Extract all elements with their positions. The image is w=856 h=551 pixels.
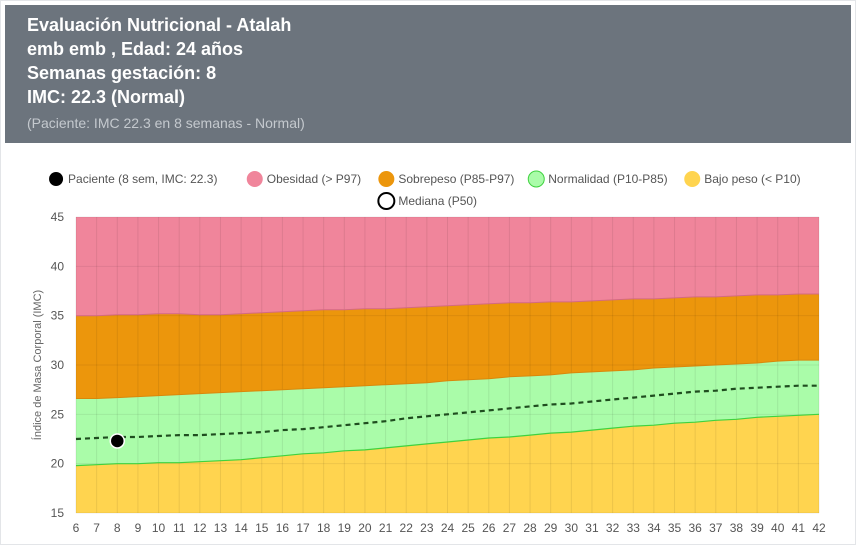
x-tick-label: 14 bbox=[234, 521, 248, 535]
legend-marker-paciente bbox=[49, 172, 64, 186]
p97-line bbox=[76, 293, 819, 317]
x-tick-label: 38 bbox=[730, 521, 744, 535]
x-tick-label: 32 bbox=[606, 521, 620, 535]
sobrepeso-band bbox=[76, 294, 819, 399]
legend-item-normalidad: Normalidad (P10-P85) bbox=[527, 170, 668, 188]
x-tick-label: 8 bbox=[114, 521, 121, 535]
evaluation-header: Evaluación Nutricional - Atalah emb emb … bbox=[5, 5, 851, 143]
patient-summary: (Paciente: IMC 22.3 en 8 semanas - Norma… bbox=[27, 115, 305, 131]
x-tick-label: 42 bbox=[812, 521, 826, 535]
legend-label-paciente: Paciente (8 sem, IMC: 22.3) bbox=[68, 172, 217, 186]
y-tick-label: 15 bbox=[51, 506, 65, 520]
y-tick-label: 20 bbox=[51, 457, 65, 471]
y-tick-label: 30 bbox=[51, 358, 65, 372]
legend-item-bajo_peso: Bajo peso (< P10) bbox=[684, 171, 801, 187]
legend-marker-sobrepeso bbox=[378, 171, 395, 187]
y-tick-label: 40 bbox=[51, 259, 65, 273]
axes: 15 20 25 30 35 40 45 6 7 8 9 10 11 12 13 14 15 16 17 18 19 20… bbox=[31, 210, 826, 535]
legend-item-mediana: Mediana (P50) bbox=[377, 192, 477, 210]
x-tick-label: 22 bbox=[400, 521, 414, 535]
x-tick-label: 16 bbox=[276, 521, 290, 535]
x-tick-label: 23 bbox=[420, 521, 434, 535]
x-tick-label: 7 bbox=[93, 521, 100, 535]
y-tick-label: 35 bbox=[51, 309, 65, 323]
legend-label-obesidad: Obesidad (> P97) bbox=[267, 172, 361, 186]
x-tick-label: 30 bbox=[565, 521, 579, 535]
legend-label-sobrepeso: Sobrepeso (P85-P97) bbox=[398, 172, 514, 186]
gestation-weeks: Semanas gestación: 8 bbox=[27, 63, 217, 83]
p10-line bbox=[75, 413, 820, 467]
percentile-lines bbox=[75, 293, 820, 467]
legend-marker-obesidad bbox=[246, 171, 263, 187]
x-tick-label: 11 bbox=[173, 521, 186, 535]
x-tick-label: 35 bbox=[668, 521, 682, 535]
legend-label-bajo_peso: Bajo peso (< P10) bbox=[704, 172, 800, 186]
legend-marker-normalidad bbox=[527, 170, 545, 188]
chart-legend: Paciente (8 sem, IMC: 22.3) Obesidad (> P… bbox=[49, 170, 801, 210]
patient-point bbox=[109, 433, 126, 449]
x-tick-label: 36 bbox=[688, 521, 702, 535]
atalah-chart: 15 20 25 30 35 40 45 6 7 8 9 10 11 12 13 14 15 16 17 18 19 20… bbox=[31, 170, 826, 535]
x-tick-label: 34 bbox=[647, 521, 661, 535]
x-tick-label: 12 bbox=[193, 521, 207, 535]
x-tick-label: 33 bbox=[627, 521, 641, 535]
x-tick-label: 19 bbox=[338, 521, 352, 535]
bmi-status: IMC: 22.3 (Normal) bbox=[27, 87, 186, 107]
y-axis-label: Índice de Masa Corporal (IMC) bbox=[31, 290, 44, 440]
x-tick-label: 27 bbox=[503, 521, 517, 535]
x-tick-label: 24 bbox=[441, 521, 455, 535]
x-tick-label: 40 bbox=[771, 521, 785, 535]
legend-label-mediana: Mediana (P50) bbox=[398, 194, 477, 208]
x-tick-label: 9 bbox=[135, 521, 142, 535]
x-tick-label: 41 bbox=[792, 521, 806, 535]
median-line bbox=[75, 384, 819, 441]
patient-info: emb emb , Edad: 24 años bbox=[27, 39, 244, 59]
y-tick-label: 25 bbox=[51, 407, 65, 421]
x-tick-label: 20 bbox=[358, 521, 372, 535]
evaluation-title: Evaluación Nutricional - Atalah bbox=[27, 15, 292, 35]
x-tick-label: 21 bbox=[379, 521, 393, 535]
x-tick-label: 29 bbox=[544, 521, 558, 535]
legend-label-normalidad: Normalidad (P10-P85) bbox=[548, 172, 667, 186]
x-tick-label: 37 bbox=[709, 521, 723, 535]
x-tick-label: 10 bbox=[152, 521, 166, 535]
normalidad-band bbox=[76, 360, 819, 466]
legend-item-paciente: Paciente (8 sem, IMC: 22.3) bbox=[49, 172, 217, 186]
x-tick-label: 18 bbox=[317, 521, 331, 535]
data-points bbox=[109, 433, 126, 449]
atalah-chart-container: 15 20 25 30 35 40 45 6 7 8 9 10 11 12 13 14 15 16 17 18 19 20… bbox=[1, 143, 856, 546]
p85-line bbox=[76, 359, 819, 399]
x-tick-label: 17 bbox=[296, 521, 310, 535]
x-tick-label: 25 bbox=[461, 521, 475, 535]
x-tick-label: 39 bbox=[750, 521, 764, 535]
legend-item-sobrepeso: Sobrepeso (P85-P97) bbox=[378, 171, 514, 187]
legend-item-obesidad: Obesidad (> P97) bbox=[246, 171, 361, 187]
x-tick-label: 6 bbox=[73, 521, 80, 535]
y-tick-label: 45 bbox=[51, 210, 65, 224]
legend-marker-bajo_peso bbox=[684, 171, 701, 187]
bajo-peso-band bbox=[76, 414, 819, 513]
x-tick-label: 26 bbox=[482, 521, 496, 535]
x-tick-label: 13 bbox=[214, 521, 228, 535]
obesidad-band bbox=[76, 217, 819, 316]
x-tick-label: 31 bbox=[585, 521, 599, 535]
band-areas bbox=[76, 217, 819, 513]
x-tick-label: 28 bbox=[523, 521, 537, 535]
legend-marker-mediana bbox=[377, 192, 396, 210]
x-tick-label: 15 bbox=[255, 521, 269, 535]
